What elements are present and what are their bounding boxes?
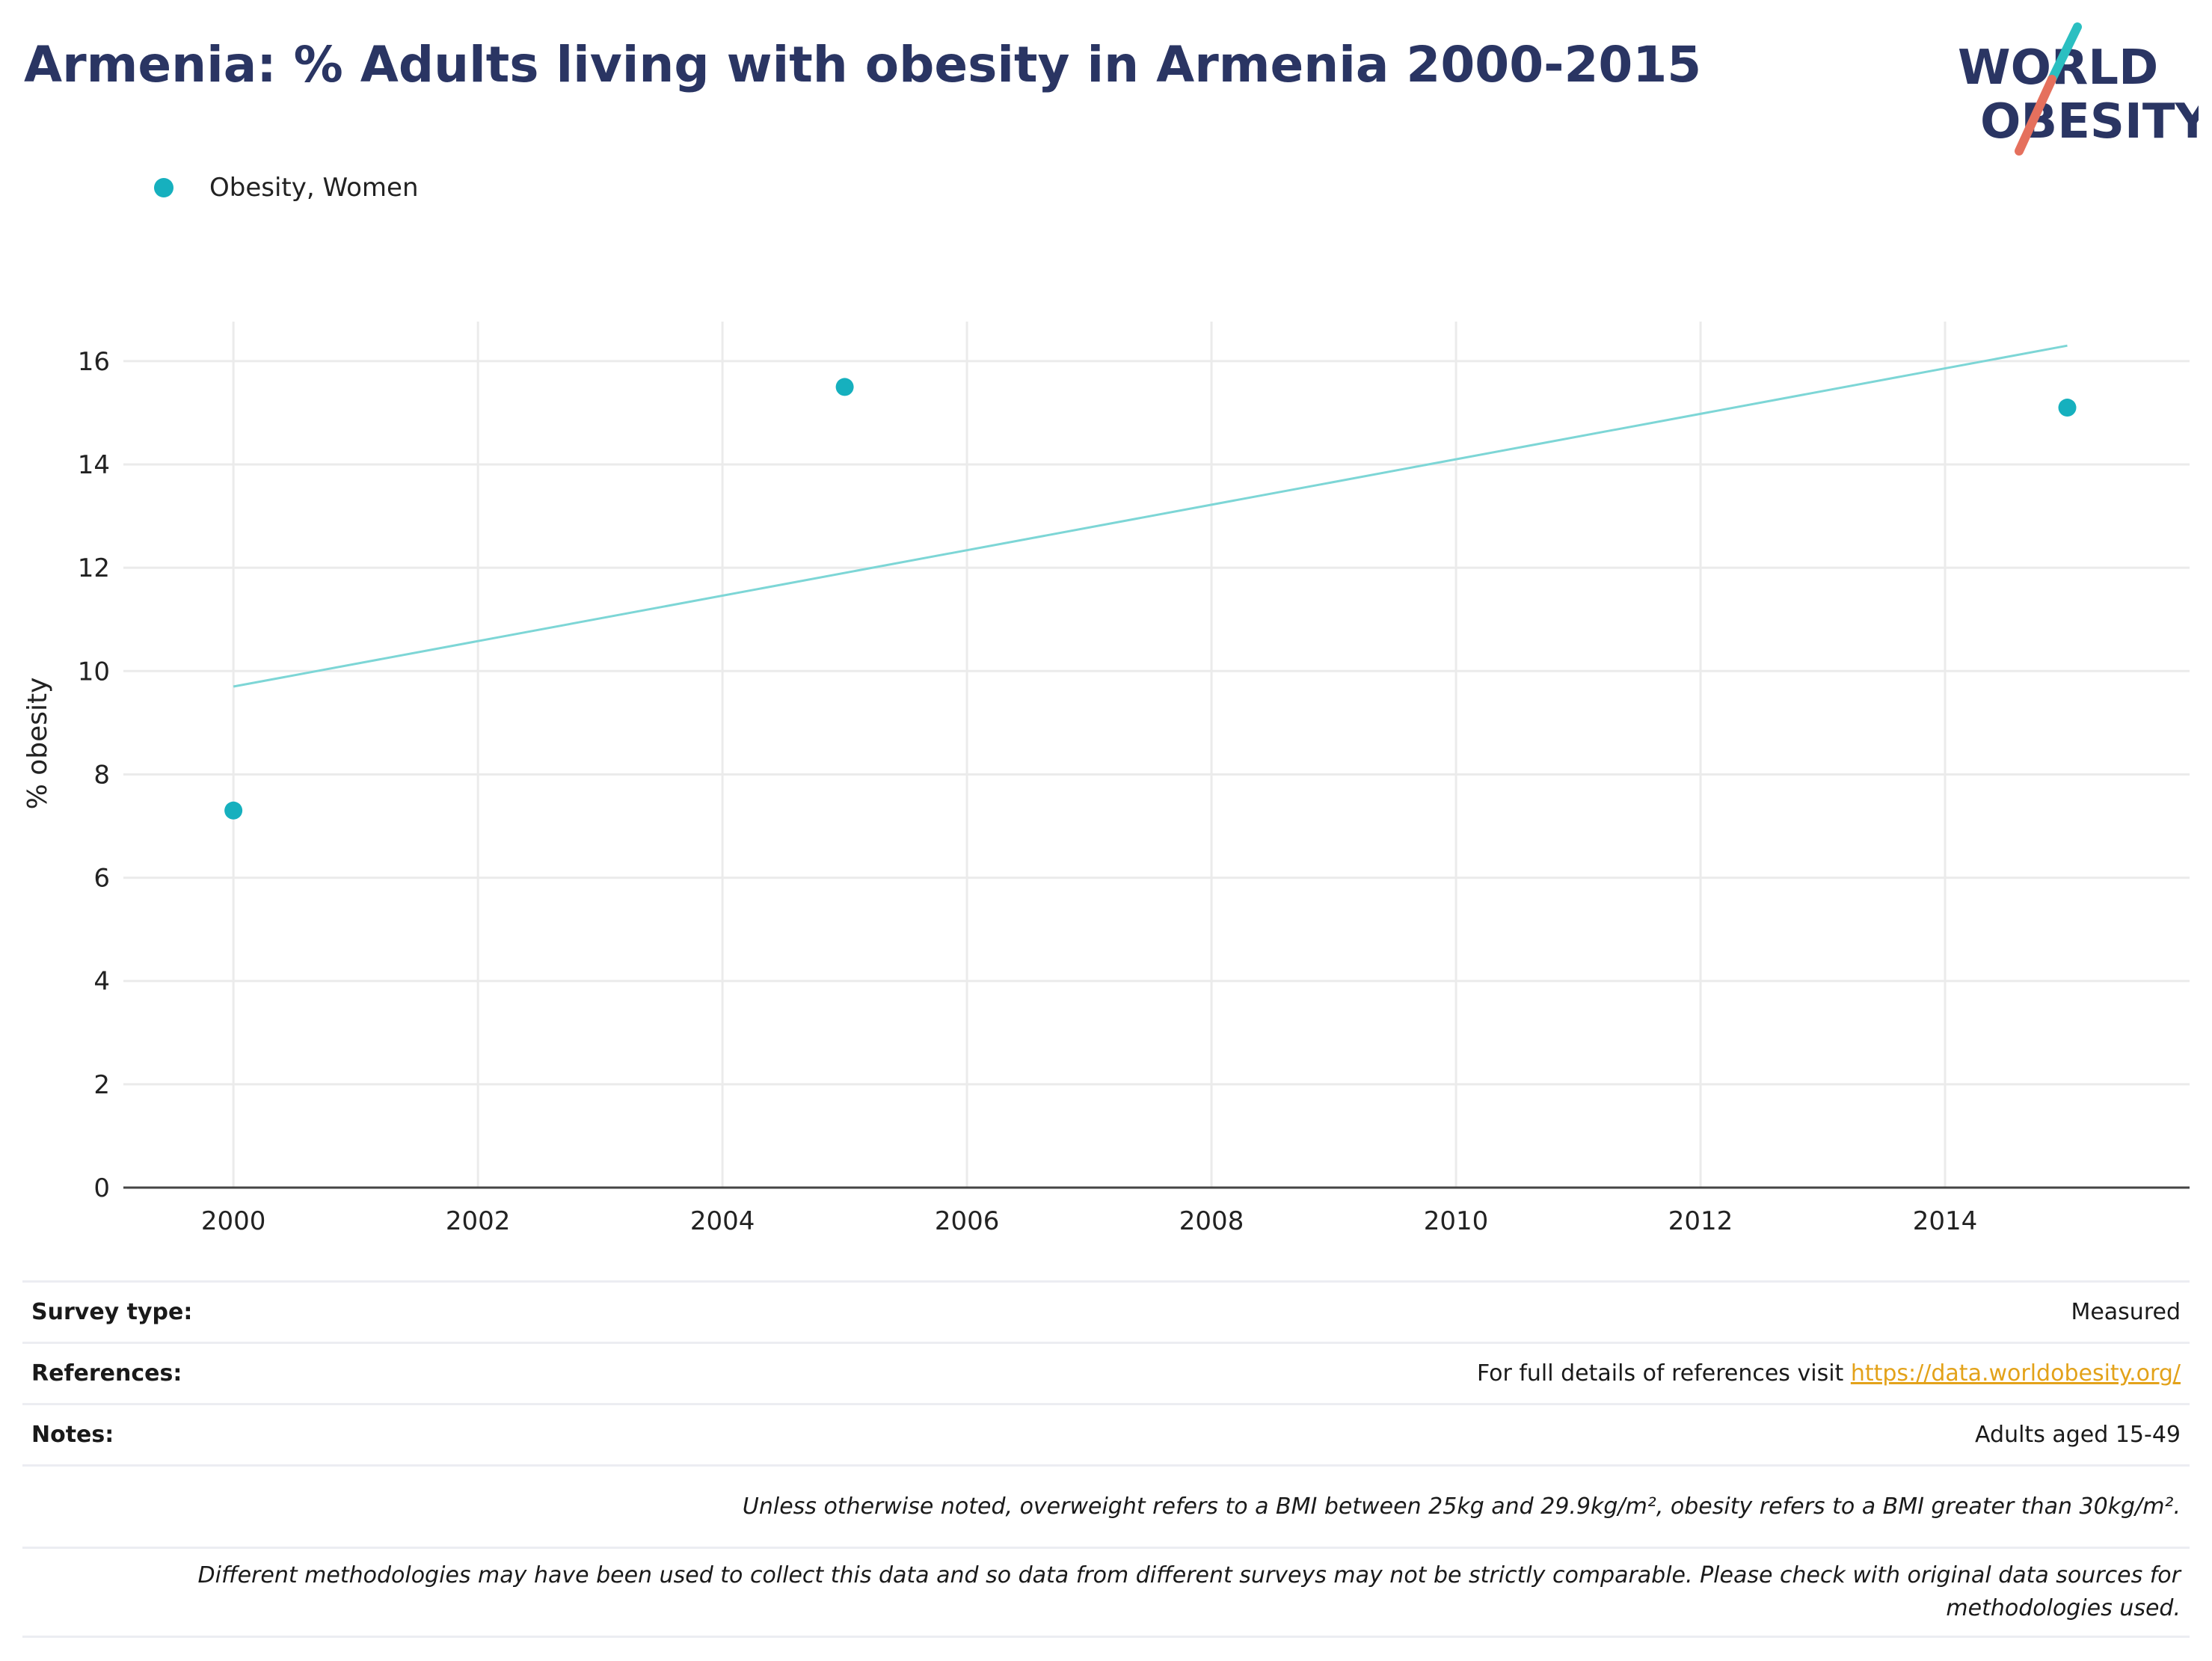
info-table: Survey type: Measured References: For fu… — [22, 1280, 2190, 1638]
x-tick-label: 2014 — [1913, 1206, 1978, 1236]
survey-type-value: Measured — [2071, 1299, 2181, 1325]
x-tick-label: 2004 — [690, 1206, 755, 1236]
logo-slash-teal — [2047, 22, 2082, 84]
legend-marker — [154, 178, 173, 197]
y-tick-label: 6 — [93, 864, 110, 894]
axis-layer: 0 2 4 6 8 10 12 14 16 2000 2002 2004 2006 2008 2010 201… — [78, 347, 2190, 1236]
info-row-definition: Unless otherwise noted, overweight refer… — [22, 1465, 2190, 1548]
info-row-notes: Notes: Adults aged 15-49 — [22, 1404, 2190, 1466]
y-tick-label: 4 — [93, 967, 110, 997]
y-tick-label: 16 — [78, 347, 110, 377]
definition-note: Unless otherwise noted, overweight refer… — [742, 1493, 2181, 1520]
y-tick-label: 8 — [93, 760, 110, 790]
data-point — [2058, 399, 2077, 417]
references-value: For full details of references visit htt… — [265, 1343, 2190, 1404]
x-tick-label: 2008 — [1179, 1206, 1244, 1236]
x-tick-label: 2012 — [1668, 1206, 1733, 1236]
x-tick-label: 2000 — [201, 1206, 266, 1236]
survey-type-label: Survey type: — [31, 1299, 193, 1325]
x-tick-label: 2006 — [935, 1206, 1000, 1236]
info-row-methodology: Different methodologies may have been us… — [22, 1547, 2190, 1637]
y-tick-label: 0 — [93, 1173, 110, 1203]
references-text: For full details of references visit — [1476, 1360, 1851, 1387]
data-point — [224, 801, 243, 820]
info-row-survey-type: Survey type: Measured — [22, 1281, 2190, 1343]
chart-legend[interactable]: Obesity, Women — [154, 169, 419, 206]
legend-label: Obesity, Women — [209, 173, 419, 203]
methodology-note: Different methodologies may have been us… — [197, 1562, 2181, 1621]
chart-title: Armenia: % Adults living with obesity in… — [24, 36, 1702, 93]
x-tick-label: 2010 — [1424, 1206, 1489, 1236]
data-point — [835, 378, 854, 396]
logo-slash-red — [2015, 75, 2056, 156]
references-link[interactable]: https://data.worldobesity.org/ — [1850, 1360, 2181, 1387]
references-label: References: — [31, 1360, 182, 1387]
trend-line — [233, 344, 2068, 688]
grid-lines — [123, 322, 2190, 1188]
notes-label: Notes: — [31, 1422, 114, 1448]
world-obesity-logo: WORLD OBESITY — [1958, 22, 2199, 156]
notes-value: Adults aged 15-49 — [1975, 1422, 2181, 1448]
y-tick-label: 10 — [78, 657, 110, 687]
info-row-references: References: For full details of referenc… — [22, 1342, 2190, 1404]
logo-text-obesity: OBESITY — [1980, 94, 2199, 150]
y-axis-label: % obesity — [22, 678, 53, 810]
x-tick-label: 2002 — [446, 1206, 511, 1236]
y-tick-label: 2 — [93, 1070, 110, 1100]
obesity-scatter-chart: 0 2 4 6 8 10 12 14 16 2000 2002 2004 2006 2008 2010 201… — [22, 322, 2190, 1236]
data-points — [224, 378, 2077, 820]
y-tick-label: 12 — [78, 553, 110, 583]
y-tick-label: 14 — [78, 450, 110, 480]
trend-layer — [233, 344, 2068, 688]
